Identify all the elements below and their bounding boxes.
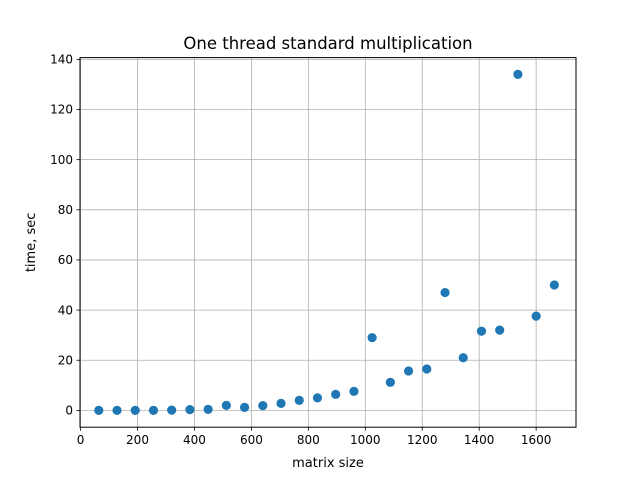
x-tick-label: 200: [126, 433, 149, 447]
y-tick-label: 40: [58, 303, 73, 317]
y-axis-label: time, sec: [24, 213, 39, 273]
x-tick-label: 1600: [521, 433, 552, 447]
plot-frame: [79, 57, 577, 428]
x-tick-label: 1400: [464, 433, 495, 447]
data-point: [167, 405, 177, 415]
data-point: [440, 287, 450, 298]
data-point: [403, 366, 414, 376]
data-point: [258, 401, 268, 411]
chart-title: One thread standard multiplication: [183, 34, 472, 53]
data-point: [94, 405, 104, 415]
x-tick-label: 800: [297, 433, 320, 447]
data-point: [458, 353, 468, 363]
x-axis-label: matrix size: [292, 456, 364, 471]
y-axis-ticks: 0 20 40 60 80 100 120 140: [50, 53, 80, 418]
data-point: [385, 377, 395, 387]
data-point: [312, 393, 323, 403]
grid: [80, 57, 576, 428]
data-point: [130, 405, 140, 415]
data-point: [148, 405, 159, 415]
data-point: [276, 398, 286, 408]
data-point: [294, 395, 304, 405]
data-point: [422, 364, 432, 374]
data-point: [221, 400, 231, 410]
data-point: [239, 402, 250, 412]
x-tick-label: 0: [77, 433, 85, 447]
x-tick-label: 600: [240, 433, 263, 447]
x-axis-ticks: 0 200 400 600 800 1000 1200 1400 1600: [77, 427, 552, 447]
data-point: [112, 405, 122, 415]
x-tick-label: 400: [183, 433, 206, 447]
data-point: [203, 404, 213, 414]
data-point: [531, 311, 541, 321]
x-tick-label: 1200: [407, 433, 438, 447]
y-tick-label: 120: [50, 103, 73, 117]
data-points: [94, 69, 559, 415]
data-point: [495, 325, 505, 335]
y-tick-label: 60: [58, 253, 73, 267]
y-tick-label: 0: [65, 404, 73, 418]
y-tick-label: 100: [50, 153, 73, 167]
data-point: [349, 386, 359, 396]
data-point: [549, 280, 559, 290]
y-tick-label: 80: [58, 203, 73, 217]
data-point: [513, 69, 523, 79]
data-point: [476, 326, 487, 336]
data-point: [185, 405, 195, 415]
y-tick-label: 140: [50, 53, 73, 67]
x-tick-label: 1000: [350, 433, 381, 447]
data-point: [367, 333, 377, 343]
data-point: [331, 389, 341, 399]
y-tick-label: 20: [58, 353, 73, 367]
